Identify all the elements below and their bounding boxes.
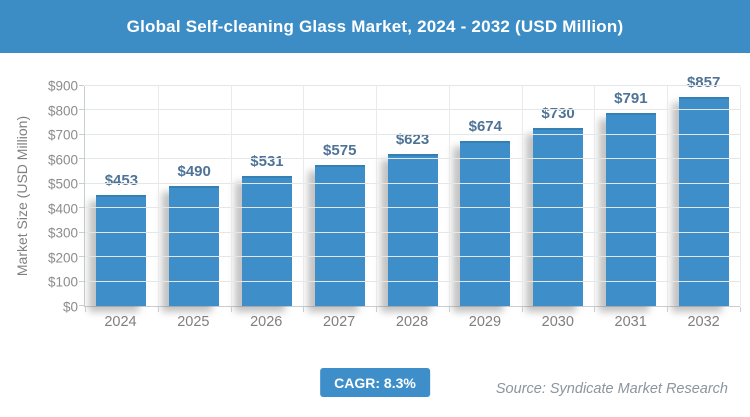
v-gridline bbox=[157, 86, 159, 306]
x-tick-mark bbox=[740, 307, 741, 312]
y-tick-label: $300 bbox=[47, 225, 78, 241]
bar bbox=[314, 165, 365, 306]
y-tick-label: $400 bbox=[47, 201, 78, 217]
x-category-label: 2027 bbox=[322, 314, 356, 330]
x-tick-mark bbox=[667, 307, 669, 312]
v-gridline bbox=[303, 86, 305, 306]
cagr-badge: CAGR: 8.3% bbox=[320, 368, 430, 397]
v-gridline bbox=[667, 86, 669, 306]
bar bbox=[460, 141, 511, 306]
y-tick-mark bbox=[79, 85, 84, 86]
h-gridline bbox=[85, 207, 740, 209]
y-tick-label: $200 bbox=[47, 250, 78, 266]
x-category-label: 2028 bbox=[395, 314, 429, 330]
x-category-label: 2026 bbox=[250, 314, 283, 330]
bar-value-label: $857 bbox=[686, 73, 721, 91]
y-tick-label: $900 bbox=[47, 78, 78, 94]
bar bbox=[169, 186, 220, 306]
x-tick-mark bbox=[303, 307, 305, 312]
h-gridline bbox=[85, 133, 740, 135]
chart-title: Global Self-cleaning Glass Market, 2024 … bbox=[126, 16, 624, 36]
bar-value-label: $531 bbox=[250, 153, 284, 171]
y-tick-label: $500 bbox=[47, 176, 78, 192]
v-gridline bbox=[376, 86, 378, 306]
x-tick-mark bbox=[157, 307, 159, 312]
y-tick-mark bbox=[79, 158, 84, 160]
source-credit: Source: Syndicate Market Research bbox=[495, 381, 728, 397]
y-tick-mark bbox=[79, 182, 84, 184]
x-category-label: 2032 bbox=[687, 314, 720, 330]
y-axis-tick-labels: $0 $100 $200 $300 $400 $500 $600 $700 $800 $900 bbox=[0, 79, 78, 315]
bar-value-label: $453 bbox=[104, 172, 139, 190]
bar-column: $791 bbox=[594, 86, 667, 306]
x-tick-mark bbox=[448, 307, 450, 312]
y-tick-label: $100 bbox=[47, 274, 78, 290]
h-gridline bbox=[85, 158, 740, 160]
x-tick-mark bbox=[85, 307, 86, 312]
y-tick-mark bbox=[79, 133, 84, 135]
bar-value-label: $730 bbox=[541, 104, 575, 122]
bar-value-label: $791 bbox=[614, 89, 648, 107]
x-axis-tick-labels: 2024 2025 2026 2027 2028 2029 2030 2031 2032 bbox=[84, 314, 740, 330]
bar-column: $575 bbox=[303, 86, 376, 306]
y-tick-label: $600 bbox=[47, 152, 78, 168]
y-tick-mark bbox=[79, 305, 84, 306]
y-tick-label: $800 bbox=[47, 103, 78, 119]
y-tick-label: $0 bbox=[62, 299, 78, 315]
y-tick-mark bbox=[79, 231, 84, 233]
bar-value-label: $674 bbox=[468, 118, 502, 136]
x-category-label: 2025 bbox=[177, 314, 210, 330]
y-tick-mark bbox=[79, 109, 84, 111]
bar-column: $674 bbox=[449, 86, 522, 306]
bar bbox=[96, 195, 147, 306]
bar-value-label: $623 bbox=[395, 130, 430, 148]
bar bbox=[241, 176, 292, 306]
v-gridline bbox=[594, 86, 596, 306]
x-category-label: 2031 bbox=[614, 314, 647, 330]
h-gridline bbox=[85, 280, 740, 282]
y-tick-mark bbox=[79, 207, 84, 209]
v-gridline bbox=[448, 86, 450, 306]
x-tick-mark bbox=[230, 307, 232, 312]
bar-column: $490 bbox=[158, 86, 231, 306]
v-gridline bbox=[230, 86, 232, 306]
h-gridline bbox=[85, 231, 740, 233]
h-gridline bbox=[85, 109, 740, 111]
x-category-label: 2030 bbox=[541, 314, 574, 330]
plot-area: $453 $490 $531 $575 $623 $674 $730 $791 $857 bbox=[79, 74, 741, 312]
bar-value-label: $575 bbox=[323, 142, 357, 160]
x-category-label: 2029 bbox=[468, 314, 502, 330]
chart-title-bar: Global Self-cleaning Glass Market, 2024 … bbox=[0, 0, 750, 53]
bar bbox=[533, 127, 584, 306]
bar bbox=[605, 112, 656, 306]
bar-value-label: $490 bbox=[177, 163, 211, 181]
v-gridline bbox=[740, 86, 741, 306]
v-gridline bbox=[521, 86, 523, 306]
bar-column: $453 bbox=[85, 86, 158, 306]
x-tick-mark bbox=[521, 307, 523, 312]
y-tick-mark bbox=[79, 280, 84, 282]
bar-column: $531 bbox=[231, 86, 304, 306]
bar bbox=[678, 96, 729, 306]
x-tick-mark bbox=[376, 307, 378, 312]
h-gridline bbox=[85, 85, 740, 86]
x-category-label: 2024 bbox=[104, 314, 137, 330]
bar-column: $857 bbox=[667, 74, 740, 306]
bar bbox=[387, 153, 438, 306]
h-gridline bbox=[85, 182, 740, 184]
y-tick-label: $700 bbox=[47, 127, 78, 143]
x-tick-mark bbox=[594, 307, 596, 312]
bar-columns: $453 $490 $531 $575 $623 $674 $730 $791 $857 bbox=[85, 74, 740, 306]
h-gridline bbox=[85, 256, 740, 258]
bar-column: $623 bbox=[376, 86, 449, 306]
y-tick-mark bbox=[79, 256, 84, 258]
bar-column: $730 bbox=[522, 86, 595, 306]
